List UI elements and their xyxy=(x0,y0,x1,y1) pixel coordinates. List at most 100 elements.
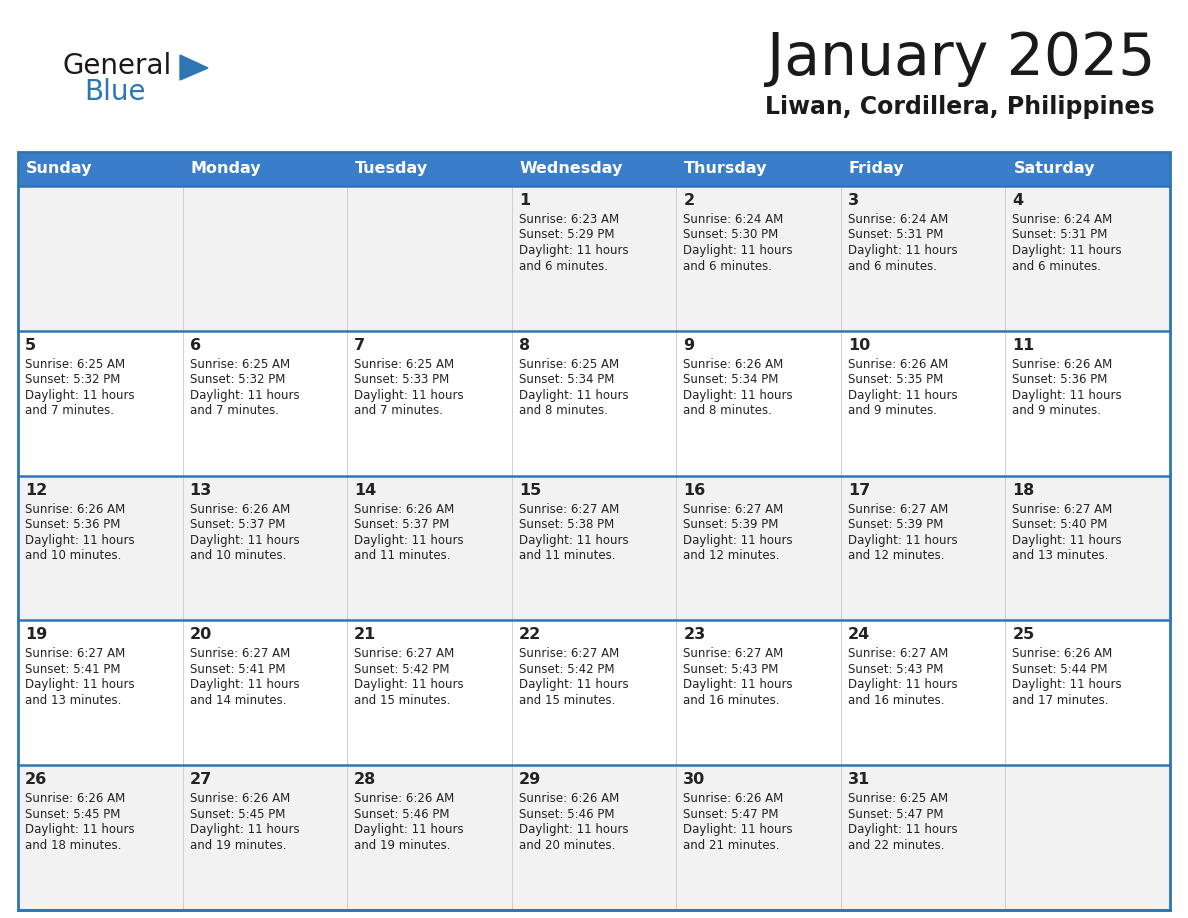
Text: General: General xyxy=(62,52,171,80)
Bar xyxy=(18,186,183,330)
Text: and 6 minutes.: and 6 minutes. xyxy=(1012,260,1101,273)
Bar xyxy=(512,766,676,910)
Text: 29: 29 xyxy=(519,772,541,788)
Text: and 13 minutes.: and 13 minutes. xyxy=(1012,549,1108,562)
Text: Saturday: Saturday xyxy=(1013,162,1095,176)
Text: and 17 minutes.: and 17 minutes. xyxy=(1012,694,1108,707)
Text: Sunset: 5:31 PM: Sunset: 5:31 PM xyxy=(1012,229,1107,241)
Text: Daylight: 11 hours: Daylight: 11 hours xyxy=(848,678,958,691)
Text: Daylight: 11 hours: Daylight: 11 hours xyxy=(683,533,792,546)
Text: Sunset: 5:45 PM: Sunset: 5:45 PM xyxy=(25,808,120,821)
Text: Sunrise: 6:25 AM: Sunrise: 6:25 AM xyxy=(848,792,948,805)
Text: Daylight: 11 hours: Daylight: 11 hours xyxy=(519,244,628,257)
Text: Sunset: 5:43 PM: Sunset: 5:43 PM xyxy=(683,663,778,676)
Text: Sunrise: 6:26 AM: Sunrise: 6:26 AM xyxy=(848,358,948,371)
Text: and 6 minutes.: and 6 minutes. xyxy=(519,260,608,273)
Text: and 15 minutes.: and 15 minutes. xyxy=(519,694,615,707)
Text: 9: 9 xyxy=(683,338,695,353)
Text: Friday: Friday xyxy=(849,162,904,176)
Text: Daylight: 11 hours: Daylight: 11 hours xyxy=(848,389,958,402)
Text: Daylight: 11 hours: Daylight: 11 hours xyxy=(190,389,299,402)
Bar xyxy=(841,766,1005,910)
Text: Daylight: 11 hours: Daylight: 11 hours xyxy=(683,244,792,257)
Text: Sunset: 5:37 PM: Sunset: 5:37 PM xyxy=(190,518,285,532)
Text: and 7 minutes.: and 7 minutes. xyxy=(354,404,443,418)
Text: and 12 minutes.: and 12 minutes. xyxy=(848,549,944,562)
Text: and 12 minutes.: and 12 minutes. xyxy=(683,549,779,562)
Bar xyxy=(841,476,1005,621)
Text: Sunrise: 6:23 AM: Sunrise: 6:23 AM xyxy=(519,213,619,226)
Text: Sunrise: 6:26 AM: Sunrise: 6:26 AM xyxy=(1012,358,1113,371)
Bar xyxy=(18,621,183,766)
Text: Sunrise: 6:26 AM: Sunrise: 6:26 AM xyxy=(1012,647,1113,660)
Text: 5: 5 xyxy=(25,338,36,353)
Bar xyxy=(512,186,676,330)
Text: Sunset: 5:44 PM: Sunset: 5:44 PM xyxy=(1012,663,1108,676)
Text: and 8 minutes.: and 8 minutes. xyxy=(519,404,607,418)
Bar xyxy=(18,766,183,910)
Text: and 16 minutes.: and 16 minutes. xyxy=(683,694,779,707)
Text: Sunset: 5:47 PM: Sunset: 5:47 PM xyxy=(683,808,779,821)
Text: and 19 minutes.: and 19 minutes. xyxy=(354,839,450,852)
Text: Daylight: 11 hours: Daylight: 11 hours xyxy=(519,678,628,691)
Bar xyxy=(676,476,841,621)
Text: Sunrise: 6:26 AM: Sunrise: 6:26 AM xyxy=(519,792,619,805)
Text: Daylight: 11 hours: Daylight: 11 hours xyxy=(354,389,463,402)
Text: Daylight: 11 hours: Daylight: 11 hours xyxy=(519,389,628,402)
Bar xyxy=(347,621,512,766)
Text: Daylight: 11 hours: Daylight: 11 hours xyxy=(354,678,463,691)
Text: 21: 21 xyxy=(354,627,377,643)
Text: Sunset: 5:42 PM: Sunset: 5:42 PM xyxy=(519,663,614,676)
Text: and 16 minutes.: and 16 minutes. xyxy=(848,694,944,707)
Text: Sunrise: 6:24 AM: Sunrise: 6:24 AM xyxy=(1012,213,1113,226)
Text: 25: 25 xyxy=(1012,627,1035,643)
Text: Daylight: 11 hours: Daylight: 11 hours xyxy=(354,823,463,836)
Text: Tuesday: Tuesday xyxy=(355,162,428,176)
Text: 4: 4 xyxy=(1012,193,1024,208)
Bar xyxy=(347,476,512,621)
Text: 2: 2 xyxy=(683,193,695,208)
Text: Sunset: 5:46 PM: Sunset: 5:46 PM xyxy=(354,808,449,821)
Text: 18: 18 xyxy=(1012,483,1035,498)
Text: 28: 28 xyxy=(354,772,377,788)
Text: and 11 minutes.: and 11 minutes. xyxy=(354,549,450,562)
Text: and 20 minutes.: and 20 minutes. xyxy=(519,839,615,852)
Text: and 7 minutes.: and 7 minutes. xyxy=(25,404,114,418)
Text: Sunset: 5:36 PM: Sunset: 5:36 PM xyxy=(25,518,120,532)
Text: Daylight: 11 hours: Daylight: 11 hours xyxy=(1012,389,1121,402)
Text: Sunrise: 6:27 AM: Sunrise: 6:27 AM xyxy=(190,647,290,660)
Bar xyxy=(1005,476,1170,621)
Text: Sunset: 5:45 PM: Sunset: 5:45 PM xyxy=(190,808,285,821)
Text: Sunrise: 6:27 AM: Sunrise: 6:27 AM xyxy=(683,647,784,660)
Bar xyxy=(512,476,676,621)
Polygon shape xyxy=(181,55,208,80)
Bar xyxy=(183,330,347,476)
Text: and 14 minutes.: and 14 minutes. xyxy=(190,694,286,707)
Text: 1: 1 xyxy=(519,193,530,208)
Text: 8: 8 xyxy=(519,338,530,353)
Text: Sunrise: 6:25 AM: Sunrise: 6:25 AM xyxy=(354,358,454,371)
Bar xyxy=(676,330,841,476)
Bar xyxy=(18,152,183,186)
Bar xyxy=(347,766,512,910)
Text: and 22 minutes.: and 22 minutes. xyxy=(848,839,944,852)
Text: Daylight: 11 hours: Daylight: 11 hours xyxy=(683,823,792,836)
Text: Daylight: 11 hours: Daylight: 11 hours xyxy=(519,823,628,836)
Bar xyxy=(18,330,183,476)
Text: Sunrise: 6:26 AM: Sunrise: 6:26 AM xyxy=(683,358,784,371)
Text: Sunrise: 6:26 AM: Sunrise: 6:26 AM xyxy=(354,792,454,805)
Text: Sunset: 5:40 PM: Sunset: 5:40 PM xyxy=(1012,518,1107,532)
Text: Daylight: 11 hours: Daylight: 11 hours xyxy=(25,533,134,546)
Text: 27: 27 xyxy=(190,772,211,788)
Text: Sunrise: 6:26 AM: Sunrise: 6:26 AM xyxy=(354,502,454,516)
Text: and 10 minutes.: and 10 minutes. xyxy=(25,549,121,562)
Bar xyxy=(1005,766,1170,910)
Text: Daylight: 11 hours: Daylight: 11 hours xyxy=(25,823,134,836)
Text: Sunset: 5:33 PM: Sunset: 5:33 PM xyxy=(354,374,449,386)
Text: Sunrise: 6:25 AM: Sunrise: 6:25 AM xyxy=(519,358,619,371)
Text: 24: 24 xyxy=(848,627,870,643)
Bar xyxy=(18,152,1170,910)
Text: and 6 minutes.: and 6 minutes. xyxy=(683,260,772,273)
Text: and 7 minutes.: and 7 minutes. xyxy=(190,404,278,418)
Text: Sunrise: 6:26 AM: Sunrise: 6:26 AM xyxy=(683,792,784,805)
